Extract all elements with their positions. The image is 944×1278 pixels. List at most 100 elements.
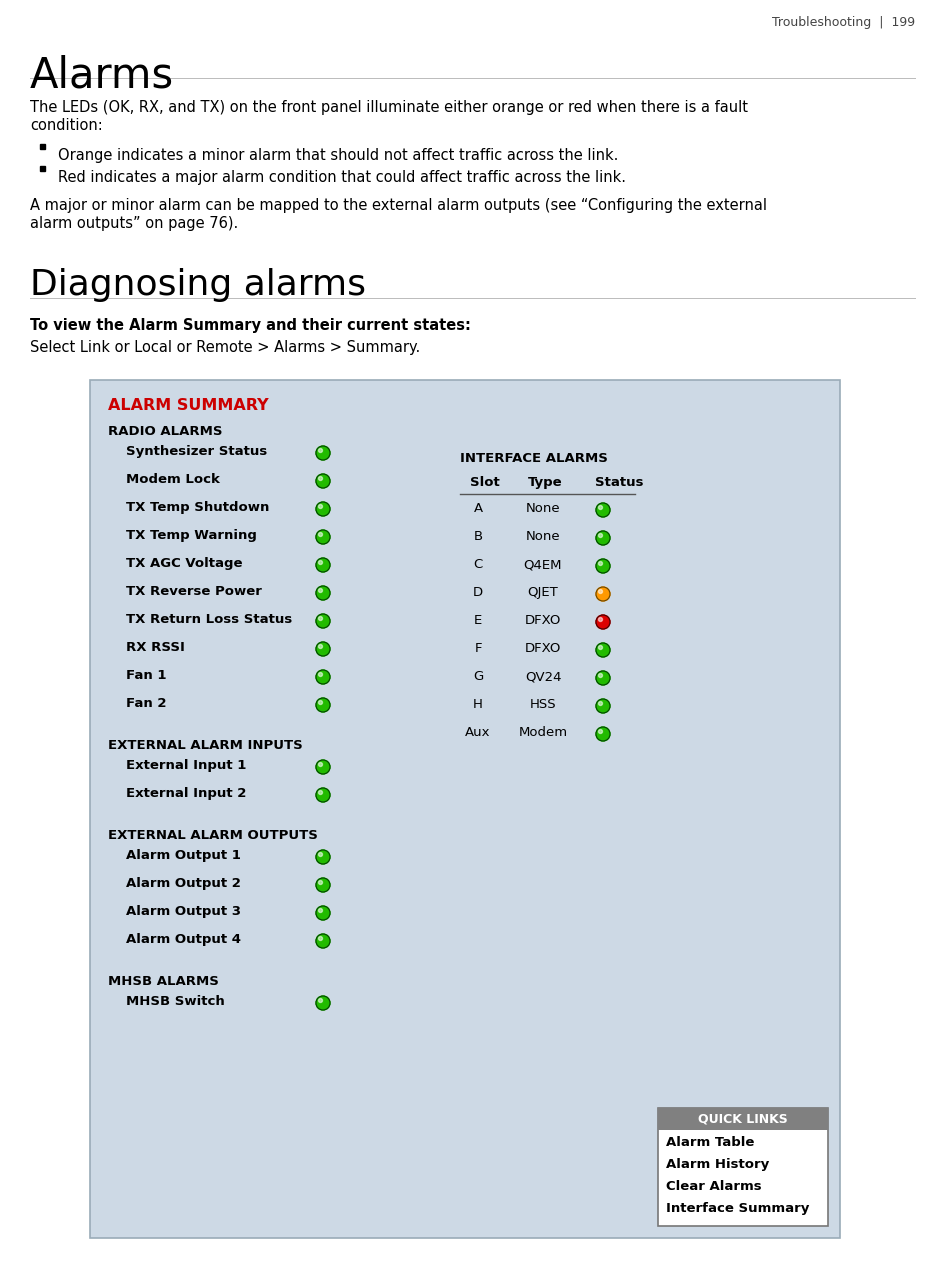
Text: Diagnosing alarms: Diagnosing alarms [30,268,365,302]
Text: TX Temp Shutdown: TX Temp Shutdown [126,501,269,514]
Text: QUICK LINKS: QUICK LINKS [698,1113,787,1126]
Circle shape [318,852,322,856]
Text: B: B [473,530,482,543]
Circle shape [598,561,602,565]
Text: Alarm Output 2: Alarm Output 2 [126,877,241,889]
Text: Status: Status [595,475,643,489]
Circle shape [318,588,322,593]
Text: D: D [472,587,482,599]
Circle shape [598,533,602,538]
Text: Modem: Modem [518,726,567,739]
Text: TX AGC Voltage: TX AGC Voltage [126,557,243,570]
Text: A major or minor alarm can be mapped to the external alarm outputs (see “Configu: A major or minor alarm can be mapped to … [30,198,767,213]
Text: Red indicates a major alarm condition that could affect traffic across the link.: Red indicates a major alarm condition th… [58,170,625,185]
Text: H: H [473,698,482,711]
Text: Aux: Aux [464,726,490,739]
Circle shape [315,642,329,656]
Circle shape [596,699,610,713]
Text: ALARM SUMMARY: ALARM SUMMARY [108,397,268,413]
Bar [657,1108,827,1130]
Text: MHSB Switch: MHSB Switch [126,996,225,1008]
Circle shape [598,506,602,510]
Circle shape [315,530,329,544]
Circle shape [598,702,602,705]
Circle shape [596,530,610,544]
Circle shape [315,996,329,1010]
Text: The LEDs (OK, RX, and TX) on the front panel illuminate either orange or red whe: The LEDs (OK, RX, and TX) on the front p… [30,100,748,115]
Circle shape [315,446,329,460]
Circle shape [315,502,329,516]
Text: Clear Alarms: Clear Alarms [666,1180,761,1192]
Circle shape [315,878,329,892]
Circle shape [318,937,322,941]
Circle shape [318,909,322,912]
Text: Synthesizer Status: Synthesizer Status [126,445,267,458]
Text: None: None [525,502,560,515]
Text: Slot: Slot [469,475,499,489]
Circle shape [318,449,322,452]
Text: External Input 2: External Input 2 [126,787,246,800]
Circle shape [315,670,329,684]
Text: Orange indicates a minor alarm that should not affect traffic across the link.: Orange indicates a minor alarm that shou… [58,148,617,164]
Circle shape [315,558,329,573]
Circle shape [596,504,610,518]
Text: alarm outputs” on page 76).: alarm outputs” on page 76). [30,216,238,231]
Text: Alarm History: Alarm History [666,1158,768,1171]
Text: TX Temp Warning: TX Temp Warning [126,529,257,542]
Circle shape [315,698,329,712]
Text: DFXO: DFXO [524,642,561,656]
Text: HSS: HSS [530,698,556,711]
Circle shape [318,881,322,884]
Text: G: G [472,670,482,682]
Circle shape [315,613,329,627]
Bar [40,144,45,150]
Circle shape [315,906,329,920]
Circle shape [318,763,322,767]
Text: DFXO: DFXO [524,613,561,627]
Circle shape [318,477,322,481]
Text: Alarm Output 3: Alarm Output 3 [126,905,241,918]
Text: Alarms: Alarms [30,55,174,97]
Text: TX Return Loss Status: TX Return Loss Status [126,613,292,626]
Text: RX RSSI: RX RSSI [126,642,185,654]
Text: QV24: QV24 [524,670,561,682]
Text: Fan 1: Fan 1 [126,668,166,682]
Text: F: F [474,642,481,656]
Circle shape [596,671,610,685]
Circle shape [318,616,322,621]
Text: E: E [473,613,481,627]
Text: Fan 2: Fan 2 [126,697,166,711]
Circle shape [318,644,322,648]
Bar [40,166,45,171]
Text: Type: Type [528,475,562,489]
Circle shape [315,789,329,803]
Circle shape [318,672,322,676]
Circle shape [318,791,322,795]
Circle shape [318,998,322,1002]
Bar [90,380,839,1238]
Text: INTERFACE ALARMS: INTERFACE ALARMS [460,452,607,465]
Circle shape [598,589,602,593]
Text: Troubleshooting  |  199: Troubleshooting | 199 [771,17,914,29]
Circle shape [596,643,610,657]
Circle shape [318,561,322,565]
Circle shape [598,617,602,621]
Circle shape [318,505,322,509]
Circle shape [315,850,329,864]
Circle shape [318,533,322,537]
Circle shape [596,587,610,601]
Circle shape [598,730,602,734]
Text: QJET: QJET [527,587,558,599]
Circle shape [315,760,329,774]
Circle shape [596,727,610,741]
Circle shape [315,587,329,599]
Text: Alarm Output 4: Alarm Output 4 [126,933,241,946]
Circle shape [318,700,322,704]
Text: EXTERNAL ALARM INPUTS: EXTERNAL ALARM INPUTS [108,739,302,751]
Circle shape [315,934,329,948]
Text: MHSB ALARMS: MHSB ALARMS [108,975,219,988]
Text: A: A [473,502,482,515]
Text: External Input 1: External Input 1 [126,759,246,772]
Text: Alarm Table: Alarm Table [666,1136,753,1149]
Text: To view the Alarm Summary and their current states:: To view the Alarm Summary and their curr… [30,318,470,334]
